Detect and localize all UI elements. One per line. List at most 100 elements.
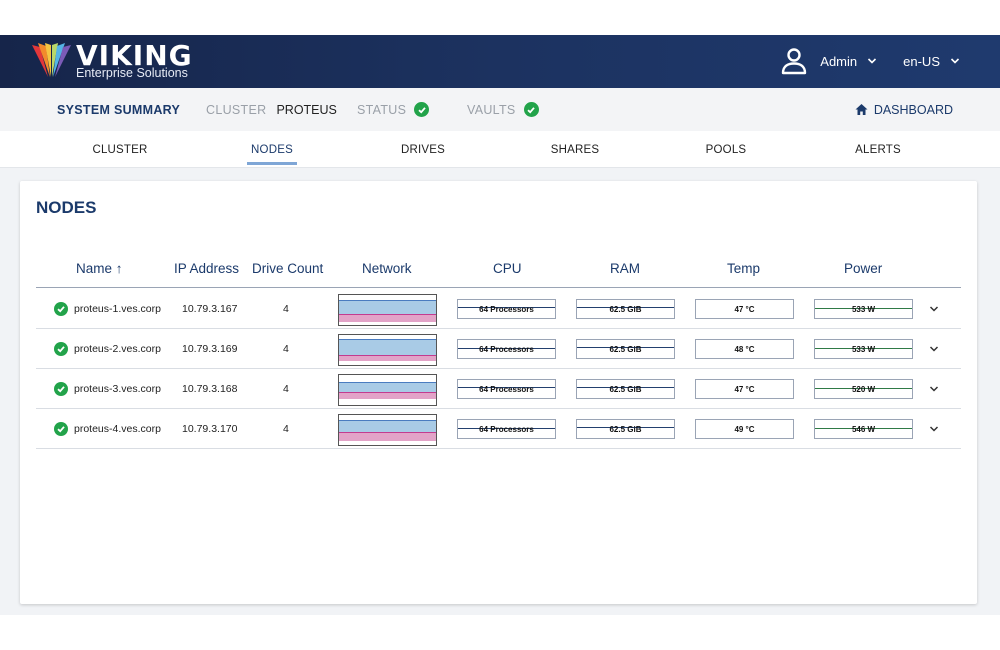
node-ip: 10.79.3.168 [182,382,238,395]
power-gauge: 533 W [814,339,913,359]
locale-menu-button[interactable]: en-US [903,54,960,69]
home-icon [855,104,868,115]
node-ip: 10.79.3.167 [182,302,238,315]
system-summary-bar: SYSTEM SUMMARY CLUSTER PROTEUS STATUS VA… [0,88,1000,131]
vaults-indicator: VAULTS [467,102,539,117]
tab-pools[interactable]: POOLS [705,143,747,156]
table-row[interactable]: proteus-3.ves.corp 10.79.3.168 4 64 Proc… [36,369,961,409]
dashboard-link[interactable]: DASHBOARD [855,103,953,117]
node-name: proteus-2.ves.corp [74,342,161,355]
nodes-card: NODES Name ↑ IP Address Drive Count Netw… [20,181,977,604]
cpu-value: 64 Processors [479,344,534,354]
node-name-cell: proteus-2.ves.corp [54,329,161,368]
column-header-power: Power [844,261,883,276]
power-value: 546 W [851,424,876,434]
table-row[interactable]: proteus-2.ves.corp 10.79.3.169 4 64 Proc… [36,329,961,369]
column-header-drive-count: Drive Count [252,261,324,276]
check-circle-icon [54,381,68,396]
locale-menu-label: en-US [903,53,940,69]
check-circle-icon [523,102,539,117]
chevron-down-icon [868,58,877,64]
check-circle-icon [414,102,430,117]
status-label: STATUS [357,102,407,117]
vaults-label: VAULTS [467,102,516,117]
power-value: 533 W [851,304,876,314]
brand-logo[interactable]: VIKING Enterprise Solutions [30,39,200,83]
cpu-value: 64 Processors [479,384,534,394]
nodes-table-header: Name ↑ IP Address Drive Count Network CP… [36,261,961,288]
temp-value: 47 °C [734,384,755,394]
expand-row-button[interactable] [924,409,944,448]
temp-gauge: 47 °C [695,299,794,319]
check-circle-icon [54,341,68,356]
network-sparkline [338,374,437,406]
top-bar: VIKING Enterprise Solutions Admin en-US [0,35,1000,88]
temp-value: 49 °C [734,424,755,434]
tab-cluster[interactable]: CLUSTER [92,143,148,156]
user-menu-button[interactable]: Admin [820,54,877,69]
cpu-gauge: 64 Processors [457,419,556,439]
power-value: 533 W [851,344,876,354]
user-icon[interactable] [780,47,808,75]
ram-gauge: 62.5 GiB [576,419,675,439]
temp-value: 47 °C [734,304,755,314]
cpu-gauge: 64 Processors [457,299,556,319]
status-indicator: STATUS [357,102,430,117]
column-header-name[interactable]: Name ↑ [76,261,123,276]
column-header-ip: IP Address [174,261,240,276]
chevron-down-icon [929,345,939,352]
app-frame: VIKING Enterprise Solutions Admin en-US [0,35,1000,615]
section-tabs: CLUSTER NODES DRIVES SHARES POOLS ALERTS [0,131,1000,168]
column-header-cpu: CPU [493,261,522,276]
node-drive-count: 4 [283,302,289,315]
tab-drives[interactable]: DRIVES [400,143,446,156]
tab-alerts[interactable]: ALERTS [855,143,901,156]
cpu-gauge: 64 Processors [457,339,556,359]
power-gauge: 533 W [814,299,913,319]
network-sparkline [338,294,437,326]
ram-value: 62.5 GiB [609,384,642,394]
brand-subtitle: Enterprise Solutions [76,66,188,80]
node-name-cell: proteus-1.ves.corp [54,289,161,328]
table-row[interactable]: proteus-1.ves.corp 10.79.3.167 4 64 Proc… [36,289,961,329]
tab-nodes[interactable]: NODES [222,131,322,168]
cpu-gauge: 64 Processors [457,379,556,399]
cluster-label: CLUSTER [206,102,267,117]
user-menu-label: Admin [820,53,858,69]
expand-row-button[interactable] [924,329,944,368]
user-area: Admin en-US [780,47,960,75]
power-value: 520 W [851,384,876,394]
cpu-value: 64 Processors [479,424,534,434]
temp-gauge: 49 °C [695,419,794,439]
network-sparkline [338,414,437,446]
check-circle-icon [54,301,68,316]
expand-row-button[interactable] [924,289,944,328]
temp-gauge: 48 °C [695,339,794,359]
table-row[interactable]: proteus-4.ves.corp 10.79.3.170 4 64 Proc… [36,409,961,449]
node-ip: 10.79.3.169 [182,342,238,355]
check-circle-icon [54,421,68,436]
node-name: proteus-3.ves.corp [74,382,161,395]
node-drive-count: 4 [283,342,289,355]
ram-value: 62.5 GiB [609,344,642,354]
cluster-info: CLUSTER PROTEUS [206,103,337,117]
power-gauge: 520 W [814,379,913,399]
tab-shares[interactable]: SHARES [550,143,600,156]
power-gauge: 546 W [814,419,913,439]
nodes-title: NODES [36,198,97,217]
temp-gauge: 47 °C [695,379,794,399]
dashboard-label: DASHBOARD [873,102,953,117]
node-name: proteus-1.ves.corp [74,302,161,315]
ram-gauge: 62.5 GiB [576,379,675,399]
expand-row-button[interactable] [924,369,944,408]
node-name: proteus-4.ves.corp [74,422,161,435]
column-header-network: Network [362,261,412,276]
chevron-down-icon [929,385,939,392]
cluster-value: PROTEUS [276,102,337,117]
chevron-down-icon [929,425,939,432]
chevron-down-icon [929,305,939,312]
node-drive-count: 4 [283,422,289,435]
ram-gauge: 62.5 GiB [576,339,675,359]
system-summary-title: SYSTEM SUMMARY [57,102,181,117]
brand-name: VIKING [76,39,193,72]
